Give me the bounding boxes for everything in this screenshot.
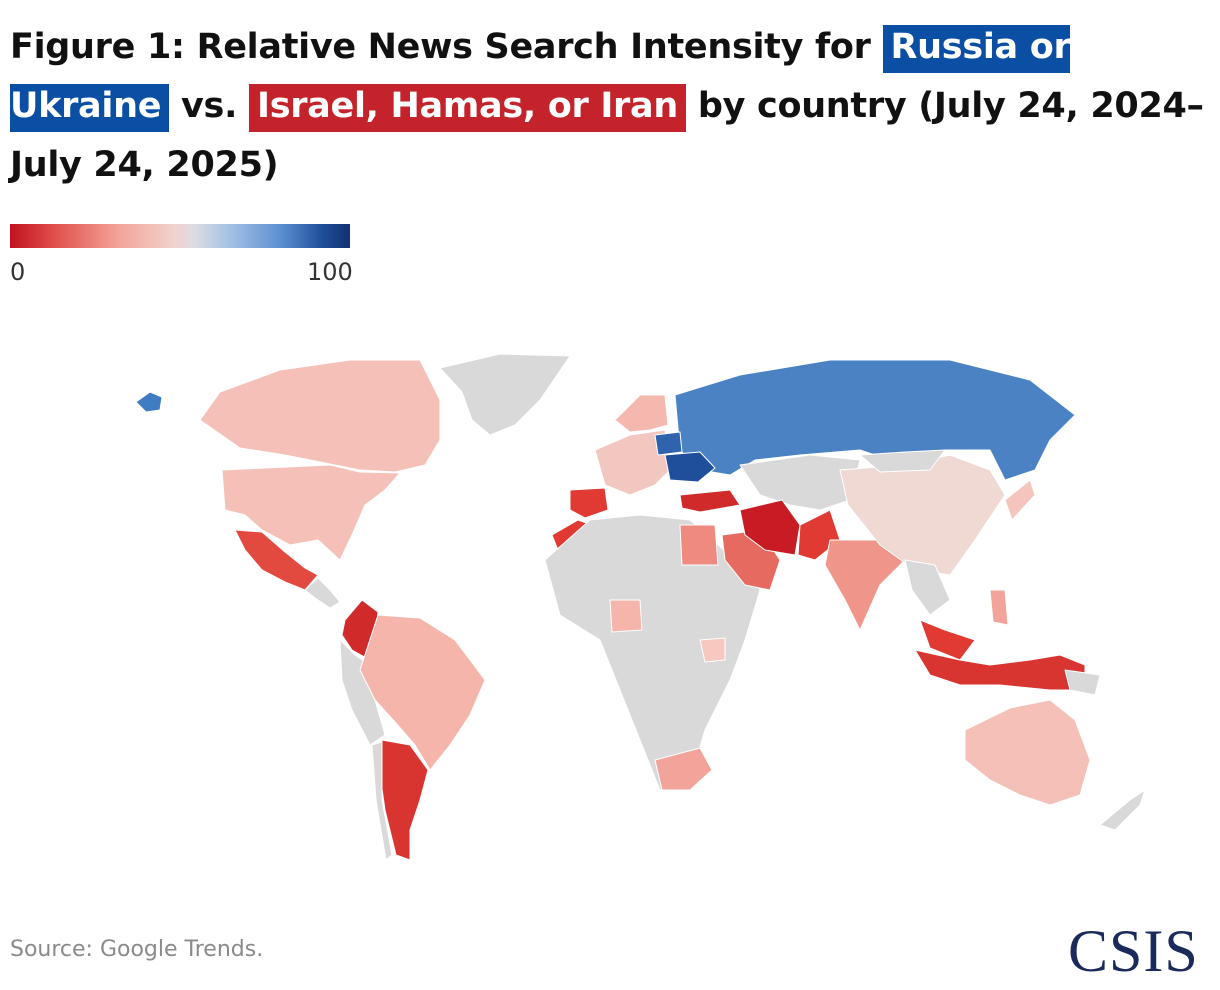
country-alaska (135, 391, 163, 413)
country-brazil (359, 614, 486, 771)
legend-max-label: 100 (307, 258, 353, 286)
country-philippines (989, 589, 1009, 626)
country-south-africa (654, 747, 713, 791)
country-japan (1004, 479, 1036, 521)
region-central-asia (739, 454, 861, 511)
country-canada (199, 359, 441, 473)
country-egypt (679, 524, 719, 566)
country-indonesia (914, 649, 1086, 691)
country-spain (569, 487, 609, 519)
country-kenya (699, 637, 726, 663)
country-malaysia (919, 619, 976, 661)
country-russia (674, 359, 1076, 481)
region-southeast-asia (904, 559, 951, 616)
source-note: Source: Google Trends. (10, 937, 264, 962)
legend-color-scale (10, 224, 350, 248)
title-highlight-israel-hamas-iran: Israel, Hamas, or Iran (248, 84, 686, 132)
country-mexico (234, 529, 319, 591)
country-belarus (654, 431, 683, 456)
chart-title: Figure 1: Relative News Search Intensity… (10, 18, 1210, 195)
country-new-zealand (1099, 789, 1146, 831)
world-choropleth-map (135, 353, 1146, 861)
legend-min-label: 0 (10, 258, 26, 286)
country-mongolia (859, 449, 946, 473)
region-south-america-other (339, 639, 386, 746)
country-ukraine (664, 451, 716, 483)
country-australia (964, 699, 1091, 806)
csis-logo: CSIS (1068, 918, 1199, 984)
country-turkey (679, 489, 741, 513)
region-scandinavia (614, 394, 669, 433)
region-europe (594, 429, 671, 496)
country-greenland (439, 353, 571, 436)
title-suffix: by country (July 24, 2024–July 24, 2025) (10, 86, 1204, 185)
country-chile (371, 741, 393, 861)
country-nigeria (609, 599, 643, 633)
region-africa (544, 514, 761, 791)
title-prefix: Figure 1: Relative News Search Intensity… (10, 27, 871, 67)
country-iran (739, 499, 801, 556)
country-papua-new-guinea (1064, 669, 1101, 696)
title-middle: vs. (181, 86, 238, 126)
region-central-america (304, 577, 341, 609)
country-united-states (221, 464, 401, 561)
